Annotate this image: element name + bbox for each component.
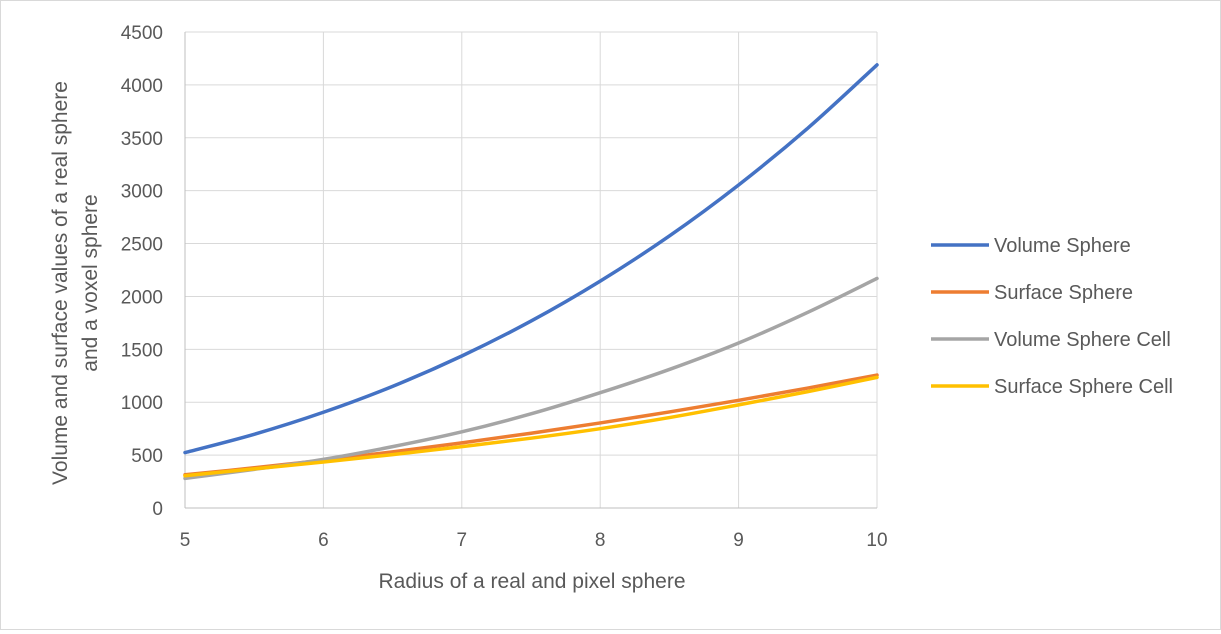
- y-axis-title: Volume and surface values of a real sphe…: [49, 81, 102, 485]
- y-tick-label: 1500: [121, 340, 163, 361]
- x-tick-label: 7: [457, 530, 468, 551]
- y-tick-label: 1000: [121, 393, 163, 414]
- axes: [184, 32, 877, 509]
- x-tick-label: 5: [180, 530, 191, 551]
- gridlines: [185, 31, 878, 508]
- y-tick-label: 3500: [121, 129, 163, 150]
- y-tick-label: 4000: [121, 76, 163, 97]
- y-tick-label: 3000: [121, 182, 163, 203]
- y-tick-label: 2500: [121, 235, 163, 256]
- series-line-surface-sphere-cell: [183, 375, 879, 478]
- y-tick-label: 500: [131, 446, 163, 467]
- x-tick-label: 8: [595, 530, 606, 551]
- legend-label-volume-sphere: Volume Sphere: [994, 235, 1131, 257]
- series-lines: [183, 63, 879, 481]
- y-tick-label: 2000: [121, 287, 163, 308]
- legend-label-surface-sphere-cell: Surface Sphere Cell: [994, 376, 1173, 398]
- legend-label-surface-sphere: Surface Sphere: [994, 282, 1133, 304]
- series-line-volume-sphere-cell: [183, 276, 879, 481]
- x-tick-label: 9: [733, 530, 744, 551]
- y-axis-title-line-2: and a voxel sphere: [79, 194, 102, 371]
- x-tick-labels: 5 6 7 8 9 10: [180, 530, 888, 551]
- y-tick-labels: 0 500 1000 1500 2000 2500 3000 3500 4000 4500: [121, 23, 163, 520]
- legend: Volume Sphere Surface Sphere Volume Sphere…: [931, 235, 1173, 398]
- y-tick-label: 0: [152, 499, 163, 520]
- y-axis-title-line-1: Volume and surface values of a real sphe…: [49, 81, 72, 485]
- y-tick-label: 4500: [121, 23, 163, 44]
- series-line-volume-sphere: [183, 63, 879, 455]
- x-axis-title: Radius of a real and pixel sphere: [378, 570, 685, 593]
- x-tick-label: 6: [318, 530, 329, 551]
- x-tick-label: 10: [866, 530, 887, 551]
- legend-label-volume-sphere-cell: Volume Sphere Cell: [994, 329, 1171, 351]
